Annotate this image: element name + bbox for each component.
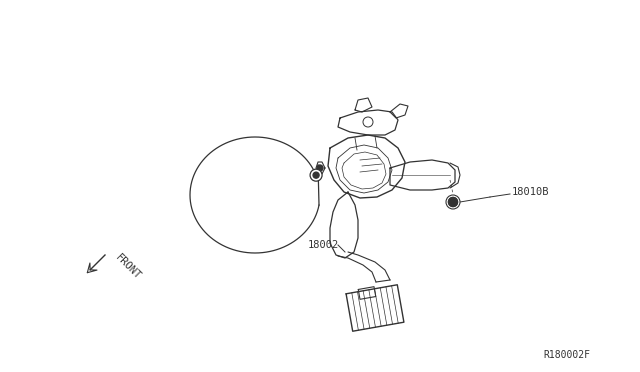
Polygon shape (358, 287, 376, 299)
Text: FRONT: FRONT (113, 253, 142, 282)
Polygon shape (390, 104, 408, 118)
Circle shape (313, 172, 319, 178)
Text: 18002: 18002 (308, 240, 339, 250)
Circle shape (363, 117, 373, 127)
Circle shape (310, 169, 322, 181)
Circle shape (449, 198, 458, 206)
Text: R180002F: R180002F (543, 350, 590, 360)
Polygon shape (355, 98, 372, 112)
Polygon shape (328, 135, 405, 198)
Circle shape (446, 195, 460, 209)
Polygon shape (338, 110, 398, 135)
Text: 18010B: 18010B (512, 187, 550, 197)
Circle shape (317, 165, 323, 171)
Polygon shape (330, 192, 358, 258)
Polygon shape (316, 162, 325, 174)
Circle shape (449, 198, 458, 206)
Polygon shape (346, 285, 404, 331)
Polygon shape (87, 263, 97, 273)
Polygon shape (390, 160, 455, 190)
